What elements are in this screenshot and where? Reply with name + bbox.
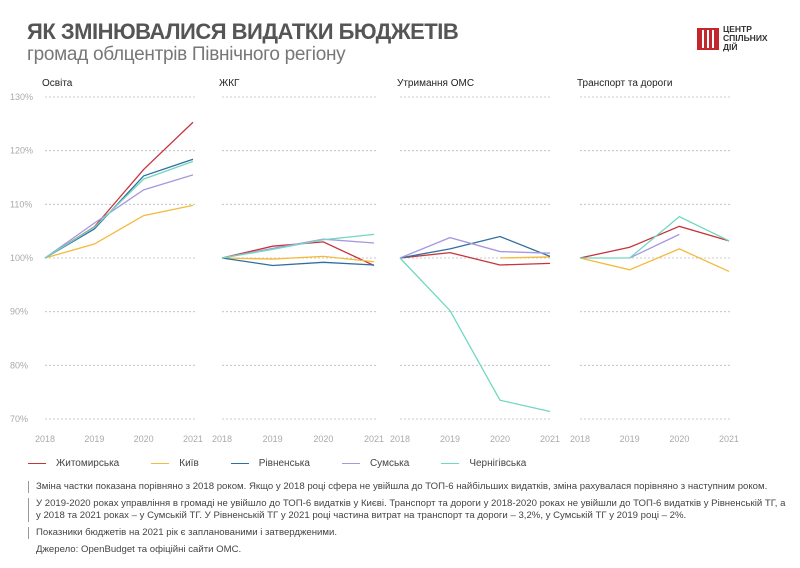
x-tick-label: 2018 — [570, 434, 590, 444]
x-tick-label: 2018 — [35, 434, 55, 444]
series-line-Чернігівська — [221, 233, 375, 259]
page-title: ЯК ЗМІНЮВАЛИСЯ ВИДАТКИ БЮДЖЕТІВ — [27, 19, 459, 44]
x-tick-label: 2019 — [263, 434, 283, 444]
legend-swatch — [441, 462, 460, 465]
panel-title: Утримання ОМС — [397, 78, 474, 89]
x-tick-label: 2021 — [719, 434, 739, 444]
series-line-Київ — [579, 248, 730, 273]
panel-title: ЖКГ — [219, 78, 240, 89]
series-line-Чернігівська — [44, 160, 194, 259]
note: Зміна частки показана порівняно з 2018 р… — [28, 481, 788, 493]
legend-swatch — [151, 462, 170, 465]
x-tick-label: 2018 — [212, 434, 232, 444]
series-line-Житомирська — [579, 225, 730, 259]
logo-text: ЦЕНТР СПІЛЬНИХ ДІЙ — [723, 24, 768, 52]
x-tick-label: 2020 — [313, 434, 333, 444]
series-line-Рівненська — [221, 257, 375, 267]
legend: Житомирська Київ Рівненська Сумська Чернігів… — [28, 458, 526, 469]
y-tick-label: 130% — [10, 92, 33, 102]
series-line-Сумська — [629, 233, 680, 259]
series-line-Рівненська — [44, 158, 194, 259]
series-line-Київ — [44, 204, 194, 259]
series-line-Київ — [499, 256, 551, 259]
panel-title: Транспорт та дороги — [577, 78, 672, 89]
y-tick-label: 110% — [10, 199, 32, 209]
legend-label: Рівненська — [258, 458, 310, 469]
legend-item: Київ — [151, 458, 199, 469]
x-tick-label: 2019 — [440, 434, 460, 444]
series-line-Чернігівська — [580, 215, 730, 259]
y-tick-label: 100% — [10, 253, 33, 263]
legend-label: Чернігівська — [469, 458, 527, 469]
legend-label: Київ — [179, 458, 199, 469]
series-line-Чернігівська — [399, 257, 551, 413]
series-line-Рівненська — [399, 235, 551, 259]
notes: Зміна частки показана порівняно з 2018 р… — [28, 481, 788, 556]
series-line-Київ — [221, 255, 375, 263]
source: Джерело: OpenBudget та офіційні сайти ОМ… — [36, 544, 242, 555]
legend-label: Житомирська — [56, 458, 120, 469]
page-subtitle: громад облцентрів Північного регіону — [27, 44, 346, 65]
series-line-Житомирська — [399, 251, 551, 266]
x-tick-label: 2019 — [620, 434, 640, 444]
logo-mark-icon — [697, 27, 719, 50]
x-tick-label: 2021 — [540, 434, 560, 444]
legend-item: Сумська — [341, 458, 410, 469]
y-tick-label: 80% — [10, 360, 28, 370]
x-tick-label: 2021 — [183, 434, 203, 444]
x-tick-label: 2020 — [669, 434, 689, 444]
note: Показники бюджетів на 2021 рік є заплано… — [28, 527, 788, 539]
legend-item: Житомирська — [28, 458, 119, 469]
y-tick-label: 90% — [10, 307, 28, 317]
small-multiples-chart: 130% 120% 110% 100% 90% 80% 70% Освіта 2018 2019 2… — [10, 78, 739, 444]
panel-title: Освіта — [42, 78, 73, 89]
y-tick-label: 120% — [10, 146, 33, 156]
x-tick-label: 2020 — [490, 434, 510, 444]
legend-swatch — [28, 462, 46, 465]
legend-item: Рівненська — [230, 458, 310, 469]
series-line-Сумська — [44, 174, 194, 259]
y-tick-label: 70% — [10, 414, 28, 424]
series-line-Сумська — [399, 236, 551, 259]
x-tick-label: 2020 — [134, 434, 154, 444]
series-line-Житомирська — [44, 121, 194, 259]
logo: ЦЕНТР СПІЛЬНИХ ДІЙ — [697, 25, 768, 52]
x-tick-label: 2018 — [390, 434, 410, 444]
legend-swatch — [341, 462, 360, 465]
legend-label: Сумська — [369, 458, 410, 469]
x-tick-label: 2019 — [84, 434, 104, 444]
x-tick-label: 2021 — [364, 434, 384, 444]
legend-swatch — [230, 462, 249, 465]
note: У 2019-2020 роках управління в громаді н… — [28, 498, 788, 522]
legend-item: Чернігівська — [441, 458, 526, 469]
